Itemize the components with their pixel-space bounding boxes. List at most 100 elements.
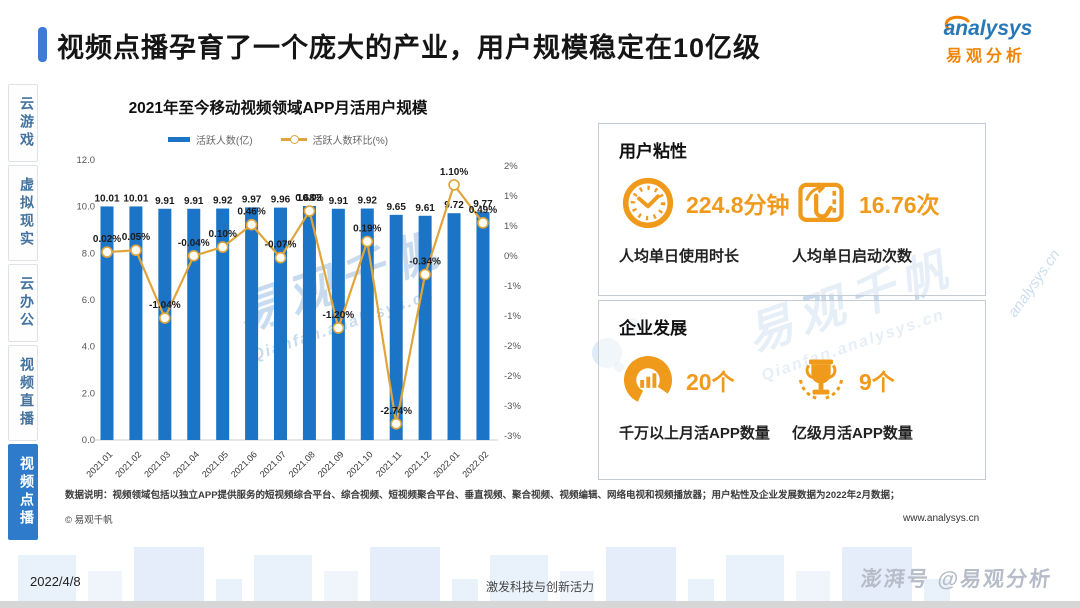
- metrics-row: 224.8分钟 人均单日使用时长 16.76次 人均单日启动次数: [619, 174, 965, 266]
- right-axis-tick: -1%: [504, 281, 521, 292]
- bar: [476, 212, 490, 440]
- line-value-label: 0.02%: [93, 234, 121, 245]
- x-axis-category-label: 2021.08: [287, 449, 317, 479]
- metric-usage-duration: 224.8分钟 人均单日使用时长: [619, 174, 792, 266]
- legend-item-line: 活跃人数环比(%): [280, 132, 389, 147]
- sidebar-item-video-on-demand[interactable]: 视频点播: [8, 444, 38, 540]
- website-url: www.analysys.cn: [903, 513, 980, 524]
- line-marker: [361, 235, 374, 248]
- bar: [389, 214, 403, 440]
- metrics-row: 20个 千万以上月活APP数量 9个: [619, 351, 965, 443]
- metric-value: 20个: [686, 369, 735, 395]
- metric-caption: 亿级月活APP数量: [792, 425, 913, 442]
- right-axis-tick: -2%: [504, 371, 521, 382]
- title-accent-bar: [38, 27, 47, 62]
- right-axis-tick: 0%: [504, 251, 518, 262]
- metric-apps-over-10m: 20个 千万以上月活APP数量: [619, 351, 792, 443]
- mau-chart-svg: 12.010.08.06.04.02.00.02%1%1%0%-1%-1%-2%…: [77, 155, 522, 479]
- line-marker: [448, 179, 460, 191]
- chart-title: 2021年至今移动视频领域APP月活用户规模: [128, 100, 428, 117]
- legend-label: 活跃人数环比(%): [312, 136, 389, 147]
- line-value-label: -0.07%: [265, 240, 297, 251]
- metric-value: 224.8分钟: [686, 192, 790, 218]
- right-axis-tick: -2%: [504, 341, 521, 352]
- bar: [274, 207, 288, 440]
- x-axis-category-label: 2022.02: [460, 449, 490, 479]
- panel-title: 企业发展: [619, 319, 687, 338]
- logo-cn: 易观分析: [945, 47, 1026, 65]
- mom-change-line: [106, 183, 484, 425]
- footer-date: 2022/4/8: [30, 574, 81, 589]
- side-watermark: analysys.cn: [1004, 246, 1064, 321]
- left-axis-tick: 2.0: [82, 388, 95, 399]
- sidebar-item-virtual-reality[interactable]: 虚拟现实: [8, 165, 38, 261]
- tap-icon: [798, 182, 844, 223]
- line-value-label: 0.49%: [469, 205, 497, 216]
- left-axis-tick: 4.0: [82, 342, 95, 353]
- user-stickiness-panel: 用户粘性 224.8分钟 人均单日使用时长: [598, 123, 986, 296]
- line-marker: [187, 250, 200, 262]
- sidebar: 云游戏 虚拟现实 云办公 视频直播 视频点播: [7, 84, 39, 540]
- bar-value-label: 9.72: [444, 200, 464, 211]
- bar: [187, 208, 201, 440]
- line-value-label: 0.19%: [353, 224, 381, 235]
- sidebar-item-cloud-office[interactable]: 云办公: [8, 264, 38, 342]
- line-marker: [332, 322, 345, 334]
- trophy-icon: [798, 359, 844, 400]
- line-legend-swatch: [280, 135, 307, 144]
- bar-value-label: 10.01: [123, 193, 148, 204]
- footer-byline: 澎湃号 @易观分析: [859, 568, 1054, 591]
- right-axis-tick: -3%: [504, 431, 521, 442]
- legend-label: 活跃人数(亿): [195, 136, 253, 147]
- analysys-wordmark-svg: analysys: [944, 15, 1032, 40]
- metric-caption: 人均单日使用时长: [619, 248, 740, 265]
- bar: [418, 215, 432, 440]
- line-value-label: -0.04%: [178, 238, 210, 249]
- right-axis-tick: 2%: [504, 161, 518, 172]
- bar: [129, 206, 143, 440]
- metric-value: 9个: [859, 369, 895, 395]
- panel-title: 用户粘性: [619, 142, 687, 161]
- x-axis-category-label: 2021.10: [345, 449, 375, 479]
- sidebar-item-cloud-gaming[interactable]: 云游戏: [8, 84, 38, 162]
- donut-chart-icon: [624, 355, 672, 404]
- line-marker: [477, 217, 489, 229]
- line-marker: [159, 312, 171, 324]
- line-marker: [245, 218, 258, 231]
- x-axis-category-label: 2021.01: [84, 449, 114, 479]
- bar-value-label: 10.01: [94, 193, 119, 204]
- line-value-label: 0.10%: [209, 229, 237, 240]
- bar: [100, 206, 114, 440]
- sidebar-item-live-video[interactable]: 视频直播: [8, 345, 38, 441]
- right-axis-tick: 1%: [504, 221, 518, 232]
- bar-legend-swatch: [167, 137, 190, 142]
- logo-swoosh: [944, 15, 970, 31]
- line-value-label: 0.68%: [295, 193, 323, 204]
- bar-value-label: 9.97: [242, 194, 262, 205]
- footer-slogan: 激发科技与创新活力: [485, 580, 594, 594]
- line-value-label: 0.46%: [237, 207, 265, 218]
- x-axis-category-label: 2021.07: [258, 449, 288, 479]
- x-axis-category-label: 2021.02: [113, 449, 143, 479]
- left-axis-tick: 8.0: [82, 248, 95, 259]
- chart-legend: 活跃人数(亿) 活跃人数环比(%): [58, 132, 498, 147]
- line-value-label: 0.05%: [122, 232, 150, 243]
- x-axis-category-label: 2021.12: [402, 449, 432, 479]
- bar: [245, 207, 259, 440]
- bottom-edge-bar: [0, 601, 1080, 608]
- clock-icon: [622, 177, 674, 229]
- bar: [216, 208, 230, 440]
- bar-value-label: 9.91: [184, 196, 204, 207]
- line-marker: [216, 241, 229, 253]
- metric-launch-count: 16.76次 人均单日启动次数: [792, 174, 965, 266]
- bar-value-label: 9.92: [213, 196, 233, 207]
- line-marker: [390, 418, 403, 430]
- x-axis-category-label: 2021.06: [229, 449, 259, 479]
- left-axis-tick: 10.0: [77, 202, 96, 213]
- bar-value-label: 9.92: [358, 196, 378, 207]
- line-marker: [419, 268, 431, 281]
- right-axis-tick: -1%: [504, 311, 521, 322]
- line-value-label: -0.34%: [409, 256, 441, 267]
- x-axis-category-label: 2021.03: [142, 449, 172, 479]
